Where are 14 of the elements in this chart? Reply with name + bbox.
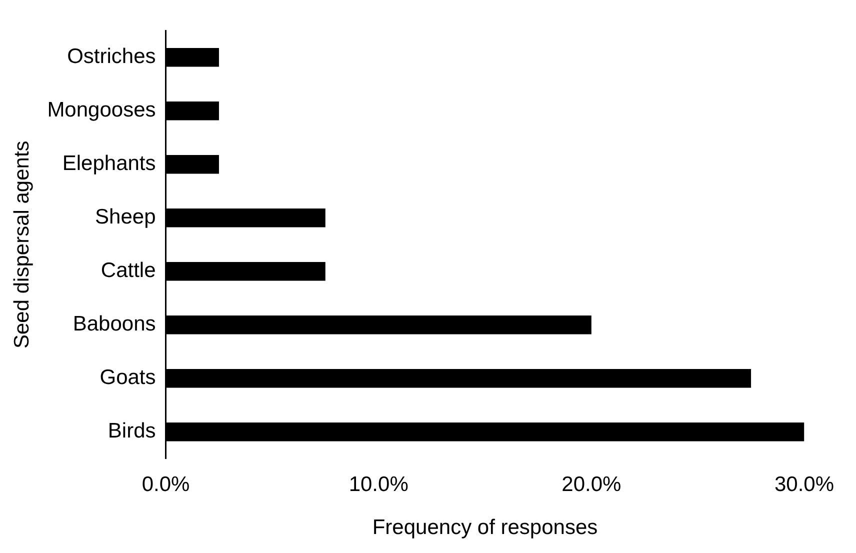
y-axis-title: Seed dispersal agents [10,140,34,349]
y-tick-label: Sheep [95,206,156,229]
x-axis-title: Frequency of responses [372,516,598,540]
y-tick-label: Cattle [100,259,156,282]
y-tick-label: Baboons [72,312,156,336]
y-tick-label: Mongooses [47,98,156,122]
x-tick-label: 0.0% [142,472,190,496]
y-tick-label: Birds [108,420,156,443]
x-tick-label: 30.0% [774,472,834,496]
y-tick-label: Goats [100,366,156,390]
y-tick-label: Ostriches [67,45,156,68]
y-tick-label: Elephants [62,152,156,176]
x-tick-label: 20.0% [562,472,622,496]
x-tick-label: 10.0% [348,472,408,496]
